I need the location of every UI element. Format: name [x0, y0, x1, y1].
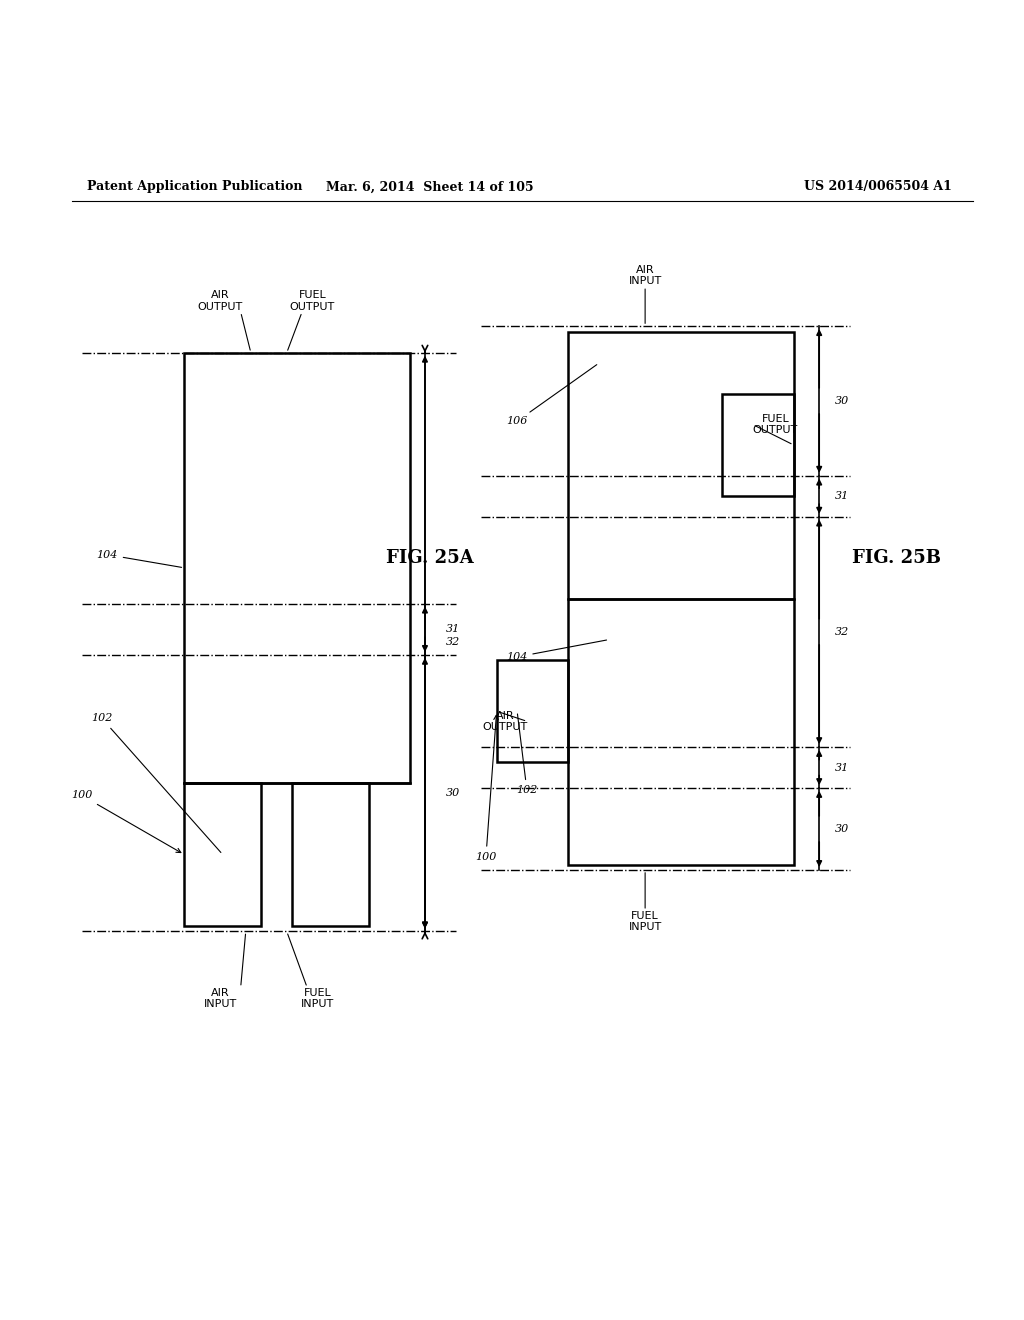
Text: US 2014/0065504 A1: US 2014/0065504 A1: [805, 181, 952, 194]
Text: FUEL
INPUT: FUEL INPUT: [629, 911, 662, 932]
Text: Patent Application Publication: Patent Application Publication: [87, 181, 302, 194]
Text: 106: 106: [506, 364, 597, 426]
Text: 102: 102: [91, 713, 221, 853]
Text: 104: 104: [96, 549, 181, 568]
Text: 32: 32: [835, 627, 849, 636]
Text: FUEL
INPUT: FUEL INPUT: [301, 987, 334, 1010]
Text: 31: 31: [835, 491, 849, 502]
Text: FIG. 25B: FIG. 25B: [852, 549, 940, 566]
Text: 32: 32: [445, 638, 460, 647]
Text: 30: 30: [835, 396, 849, 407]
Text: 31: 31: [445, 624, 460, 635]
Text: AIR
INPUT: AIR INPUT: [204, 987, 237, 1010]
Text: 30: 30: [835, 824, 849, 834]
Text: FIG. 25A: FIG. 25A: [386, 549, 474, 566]
Text: AIR
OUTPUT: AIR OUTPUT: [482, 710, 527, 733]
Text: FUEL
OUTPUT: FUEL OUTPUT: [290, 290, 335, 312]
Text: AIR
OUTPUT: AIR OUTPUT: [198, 290, 243, 312]
Text: Mar. 6, 2014  Sheet 14 of 105: Mar. 6, 2014 Sheet 14 of 105: [327, 181, 534, 194]
Text: AIR
INPUT: AIR INPUT: [629, 264, 662, 286]
Text: 30: 30: [445, 788, 460, 799]
Text: 31: 31: [835, 763, 849, 772]
Text: 100: 100: [475, 715, 499, 862]
Text: 100: 100: [71, 791, 181, 853]
Text: 102: 102: [516, 714, 538, 795]
Text: 104: 104: [506, 640, 606, 663]
Text: FUEL
OUTPUT: FUEL OUTPUT: [753, 413, 798, 436]
